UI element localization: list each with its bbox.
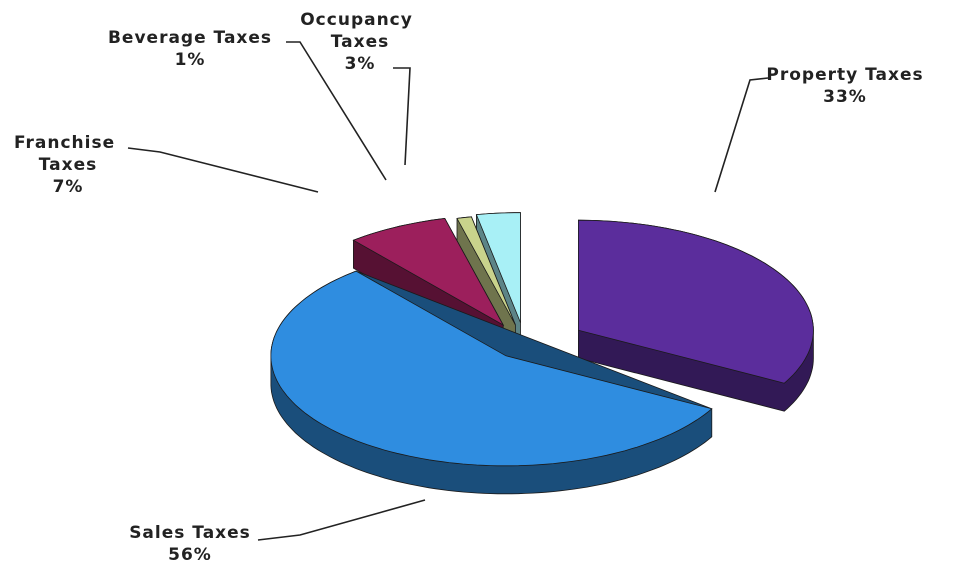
leader-line bbox=[257, 499, 426, 541]
slice bbox=[456, 216, 516, 326]
slice-label: Occupancy Taxes bbox=[300, 10, 420, 52]
leader-line bbox=[393, 67, 411, 166]
label-line: Occupancy bbox=[300, 10, 420, 30]
slice-label: Beverage Taxes bbox=[108, 28, 272, 48]
slice-label: Sales Taxes bbox=[129, 523, 251, 543]
slice bbox=[270, 270, 713, 467]
label-line: Franchise bbox=[14, 133, 122, 153]
value-label: 33% bbox=[823, 87, 867, 107]
leader-line bbox=[714, 77, 769, 193]
leader-line bbox=[286, 41, 387, 181]
slice-label: Franchise Taxes bbox=[14, 133, 122, 175]
value-label: 56% bbox=[168, 545, 212, 565]
slice bbox=[352, 217, 505, 327]
value-label: 3% bbox=[345, 54, 376, 74]
value-label: 7% bbox=[53, 177, 84, 197]
slice bbox=[578, 219, 814, 384]
label-line: Taxes bbox=[331, 32, 390, 52]
leader-line bbox=[127, 147, 319, 193]
label-line: Taxes bbox=[39, 155, 98, 175]
value-label: 1% bbox=[175, 50, 206, 70]
slice bbox=[475, 212, 521, 323]
slice-label: Property Taxes bbox=[766, 65, 923, 85]
